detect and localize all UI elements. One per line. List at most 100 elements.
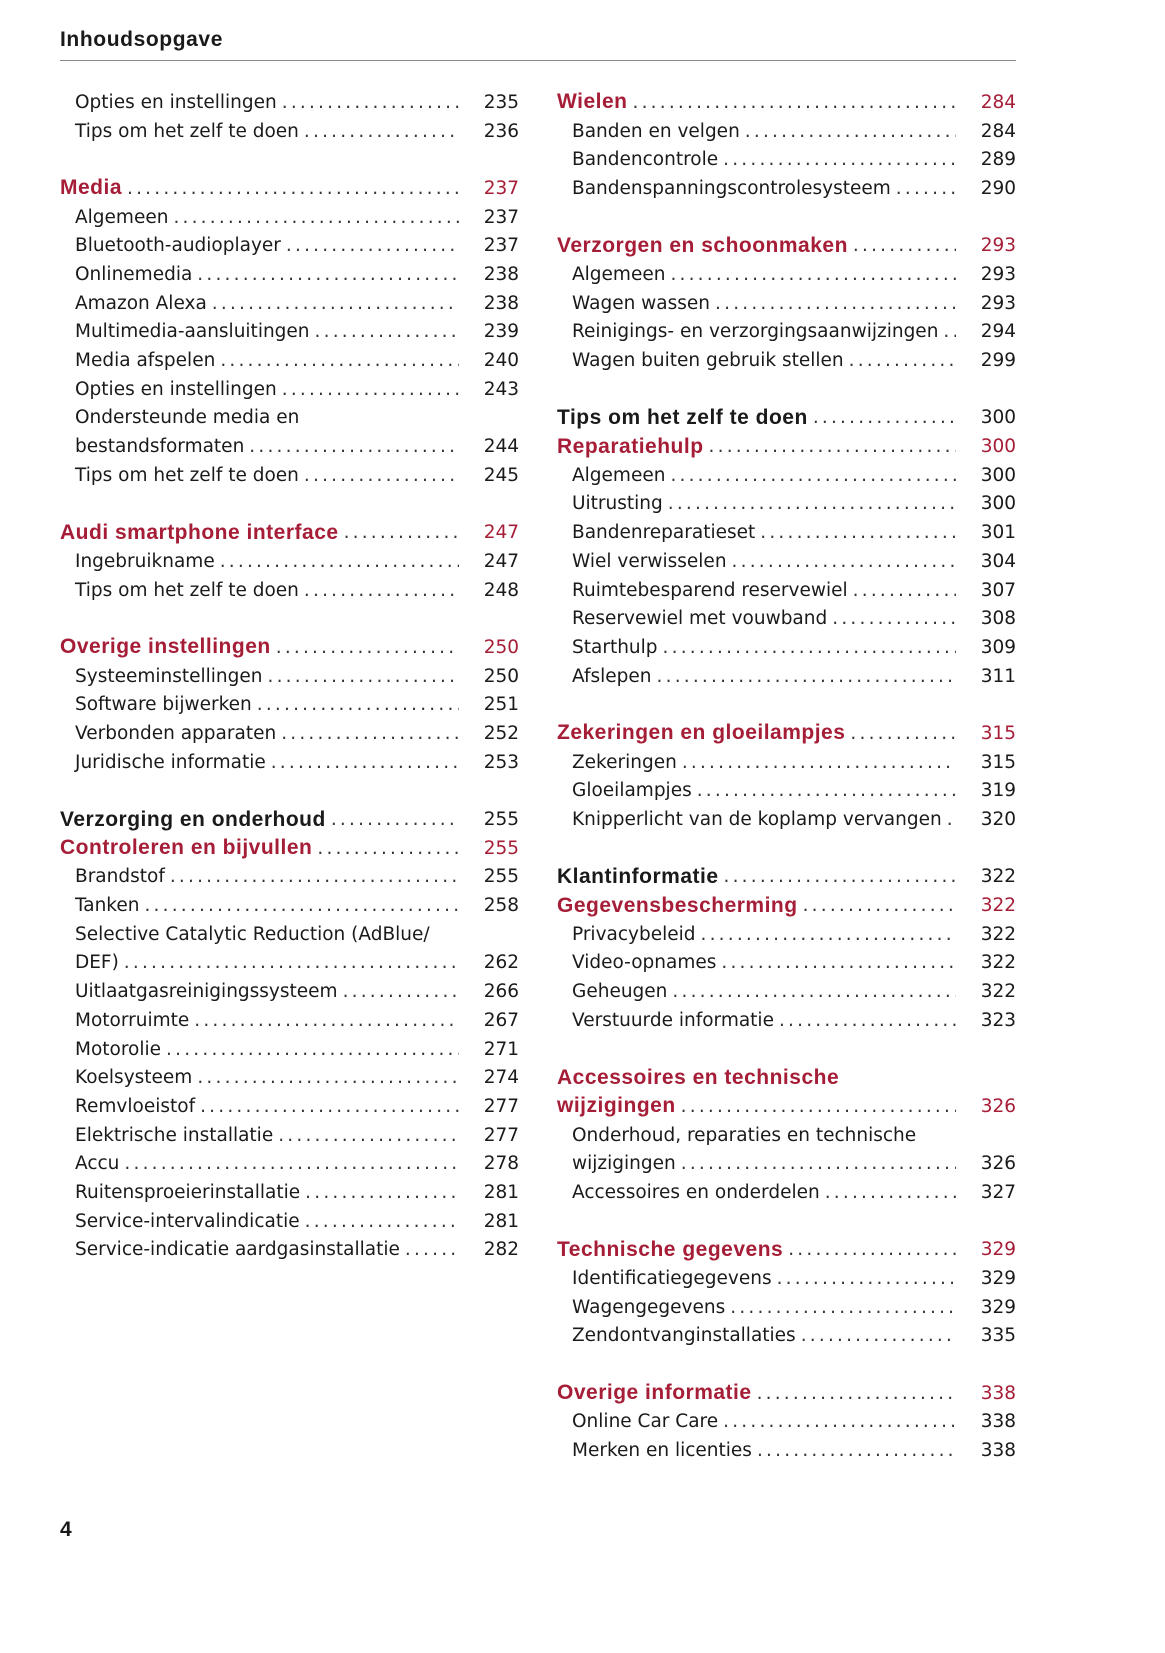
toc-entry[interactable]: DEF)....................................…: [60, 949, 519, 978]
toc-entry-title: Verstuurde informatie: [572, 1009, 774, 1031]
toc-section-heading[interactable]: Klantinformatie.........................…: [557, 863, 1016, 892]
toc-entry[interactable]: Ingebruikname...........................…: [60, 547, 519, 576]
toc-section-heading[interactable]: Audi smartphone interface...............…: [60, 518, 519, 547]
toc-entry[interactable]: Wagengegevens...........................…: [557, 1293, 1016, 1322]
toc-page-number: 243: [483, 378, 519, 400]
toc-entry[interactable]: Service-indicatie aardgasinstallatie....…: [60, 1236, 519, 1265]
toc-entry[interactable]: Zekeringen..............................…: [557, 748, 1016, 777]
toc-page-number: 235: [483, 91, 519, 113]
toc-entry[interactable]: Merken en licenties.....................…: [557, 1436, 1016, 1465]
dot-leader: ........................................…: [721, 952, 956, 974]
toc-entry[interactable]: Banden en velgen........................…: [557, 117, 1016, 146]
toc-entry[interactable]: Amazon Alexa............................…: [60, 289, 519, 318]
toc-section-heading[interactable]: Verzorgen en schoonmaken................…: [557, 231, 1016, 260]
dot-leader: ........................................…: [632, 91, 957, 113]
toc-section-heading[interactable]: Technische gegevens.....................…: [557, 1236, 1016, 1265]
toc-page-number: 304: [980, 550, 1016, 572]
toc-entry[interactable]: Systeeminstellingen.....................…: [60, 662, 519, 691]
toc-page-number: 311: [980, 665, 1016, 687]
toc-entry[interactable]: Accu....................................…: [60, 1149, 519, 1178]
toc-entry[interactable]: Ruitensproeierinstallatie...............…: [60, 1178, 519, 1207]
toc-entry-title: Starthulp: [572, 636, 658, 658]
toc-entry[interactable]: Motorruimte.............................…: [60, 1006, 519, 1035]
toc-section-heading[interactable]: Accessoires en technische: [557, 1063, 1016, 1092]
toc-entry[interactable]: Opties en instellingen..................…: [60, 88, 519, 117]
toc-entry[interactable]: Wiel verwisselen........................…: [557, 547, 1016, 576]
toc-entry[interactable]: Reinigings- en verzorgingsaanwijzingen..…: [557, 318, 1016, 347]
toc-entry[interactable]: Koelsysteem.............................…: [60, 1063, 519, 1092]
toc-entry[interactable]: Reservewiel met vouwband................…: [557, 604, 1016, 633]
toc-entry[interactable]: Knipperlicht van de koplamp vervangen...…: [557, 805, 1016, 834]
dot-leader: ........................................…: [343, 522, 459, 544]
toc-page-number: 293: [980, 263, 1016, 285]
toc-section-heading[interactable]: Verzorging en onderhoud.................…: [60, 805, 519, 834]
toc-entry[interactable]: Selective Catalytic Reduction (AdBlue/: [60, 920, 519, 949]
toc-page-number: 319: [980, 780, 1016, 802]
toc-entry[interactable]: wijzigingen.............................…: [557, 1149, 1016, 1178]
toc-entry[interactable]: Algemeen................................…: [60, 203, 519, 232]
toc-entry[interactable]: Geheugen................................…: [557, 977, 1016, 1006]
toc-entry-title: Afslepen: [572, 665, 652, 687]
toc-entry[interactable]: Starthulp...............................…: [557, 633, 1016, 662]
toc-entry[interactable]: Bandenspanningscontrolesysteem..........…: [557, 174, 1016, 203]
toc-entry[interactable]: Online Car Care.........................…: [557, 1408, 1016, 1437]
toc-entry[interactable]: Privacybeleid...........................…: [557, 920, 1016, 949]
toc-entry-title: Banden en velgen: [572, 120, 740, 142]
toc-entry[interactable]: Bandencontrole..........................…: [557, 145, 1016, 174]
toc-entry[interactable]: Accessoires en onderdelen...............…: [557, 1178, 1016, 1207]
toc-entry[interactable]: Software bijwerken......................…: [60, 690, 519, 719]
toc-entry[interactable]: Verbonden apparaten.....................…: [60, 719, 519, 748]
toc-entry[interactable]: Uitlaatgasreinigingssysteem.............…: [60, 977, 519, 1006]
toc-entry[interactable]: Opties en instellingen..................…: [60, 375, 519, 404]
toc-entry[interactable]: Onderhoud, reparaties en technische: [557, 1121, 1016, 1150]
toc-page-number: 237: [483, 235, 519, 257]
toc-entry-title: Zekeringen: [572, 751, 677, 773]
dot-leader: ........................................…: [303, 464, 459, 486]
toc-section-heading[interactable]: Zekeringen en gloeilampjes..............…: [557, 719, 1016, 748]
toc-entry[interactable]: Wagen buiten gebruik stellen............…: [557, 346, 1016, 375]
toc-entry-title: Onlinemedia: [75, 263, 193, 285]
toc-section-heading[interactable]: Gegevensbescherming.....................…: [557, 891, 1016, 920]
toc-entry[interactable]: Juridische informatie...................…: [60, 748, 519, 777]
toc-entry[interactable]: Ondersteunde media en: [60, 404, 519, 433]
toc-entry[interactable]: Video-opnames...........................…: [557, 949, 1016, 978]
toc-entry[interactable]: Onlinemedia.............................…: [60, 260, 519, 289]
dot-leader: ........................................…: [123, 952, 459, 974]
toc-entry-title: Video-opnames: [572, 952, 717, 974]
toc-entry[interactable]: Media afspelen..........................…: [60, 346, 519, 375]
toc-section-heading[interactable]: wijzigingen.............................…: [557, 1092, 1016, 1121]
toc-entry[interactable]: Zendontvanginstallaties.................…: [557, 1322, 1016, 1351]
toc-entry[interactable]: Algemeen................................…: [557, 260, 1016, 289]
spacer: [60, 777, 519, 806]
dot-leader: ........................................…: [197, 1067, 459, 1089]
toc-entry[interactable]: Tips om het zelf te doen................…: [60, 461, 519, 490]
toc-entry[interactable]: Tips om het zelf te doen................…: [60, 117, 519, 146]
toc-entry[interactable]: Gloeilampjes............................…: [557, 777, 1016, 806]
toc-entry-title: Klantinformatie: [557, 864, 719, 888]
toc-entry[interactable]: Remvloeistof............................…: [60, 1092, 519, 1121]
toc-section-heading[interactable]: Media...................................…: [60, 174, 519, 203]
toc-entry[interactable]: bestandsformaten........................…: [60, 432, 519, 461]
toc-entry[interactable]: Tips om het zelf te doen................…: [60, 576, 519, 605]
toc-entry[interactable]: Afslepen................................…: [557, 662, 1016, 691]
toc-entry[interactable]: Tanken..................................…: [60, 891, 519, 920]
toc-entry[interactable]: Identificatiegegevens...................…: [557, 1264, 1016, 1293]
toc-section-heading[interactable]: Wielen..................................…: [557, 88, 1016, 117]
toc-entry[interactable]: Algemeen................................…: [557, 461, 1016, 490]
toc-section-heading[interactable]: Controleren en bijvullen................…: [60, 834, 519, 863]
toc-entry[interactable]: Brandstof...............................…: [60, 863, 519, 892]
toc-entry[interactable]: Multimedia-aansluitingen................…: [60, 318, 519, 347]
toc-entry[interactable]: Wagen wassen............................…: [557, 289, 1016, 318]
toc-entry[interactable]: Service-intervalindicatie...............…: [60, 1207, 519, 1236]
toc-entry[interactable]: Ruimtebesparend reservewiel.............…: [557, 576, 1016, 605]
toc-entry[interactable]: Elektrische installatie.................…: [60, 1121, 519, 1150]
toc-entry[interactable]: Uitrusting..............................…: [557, 490, 1016, 519]
toc-entry[interactable]: Motorolie...............................…: [60, 1035, 519, 1064]
toc-entry[interactable]: Bandenreparatieset......................…: [557, 518, 1016, 547]
toc-entry[interactable]: Verstuurde informatie...................…: [557, 1006, 1016, 1035]
toc-section-heading[interactable]: Reparatiehulp...........................…: [557, 432, 1016, 461]
toc-section-heading[interactable]: Overige instellingen....................…: [60, 633, 519, 662]
toc-entry[interactable]: Bluetooth-audioplayer...................…: [60, 231, 519, 260]
toc-section-heading[interactable]: Overige informatie......................…: [557, 1379, 1016, 1408]
toc-section-heading[interactable]: Tips om het zelf te doen................…: [557, 404, 1016, 433]
